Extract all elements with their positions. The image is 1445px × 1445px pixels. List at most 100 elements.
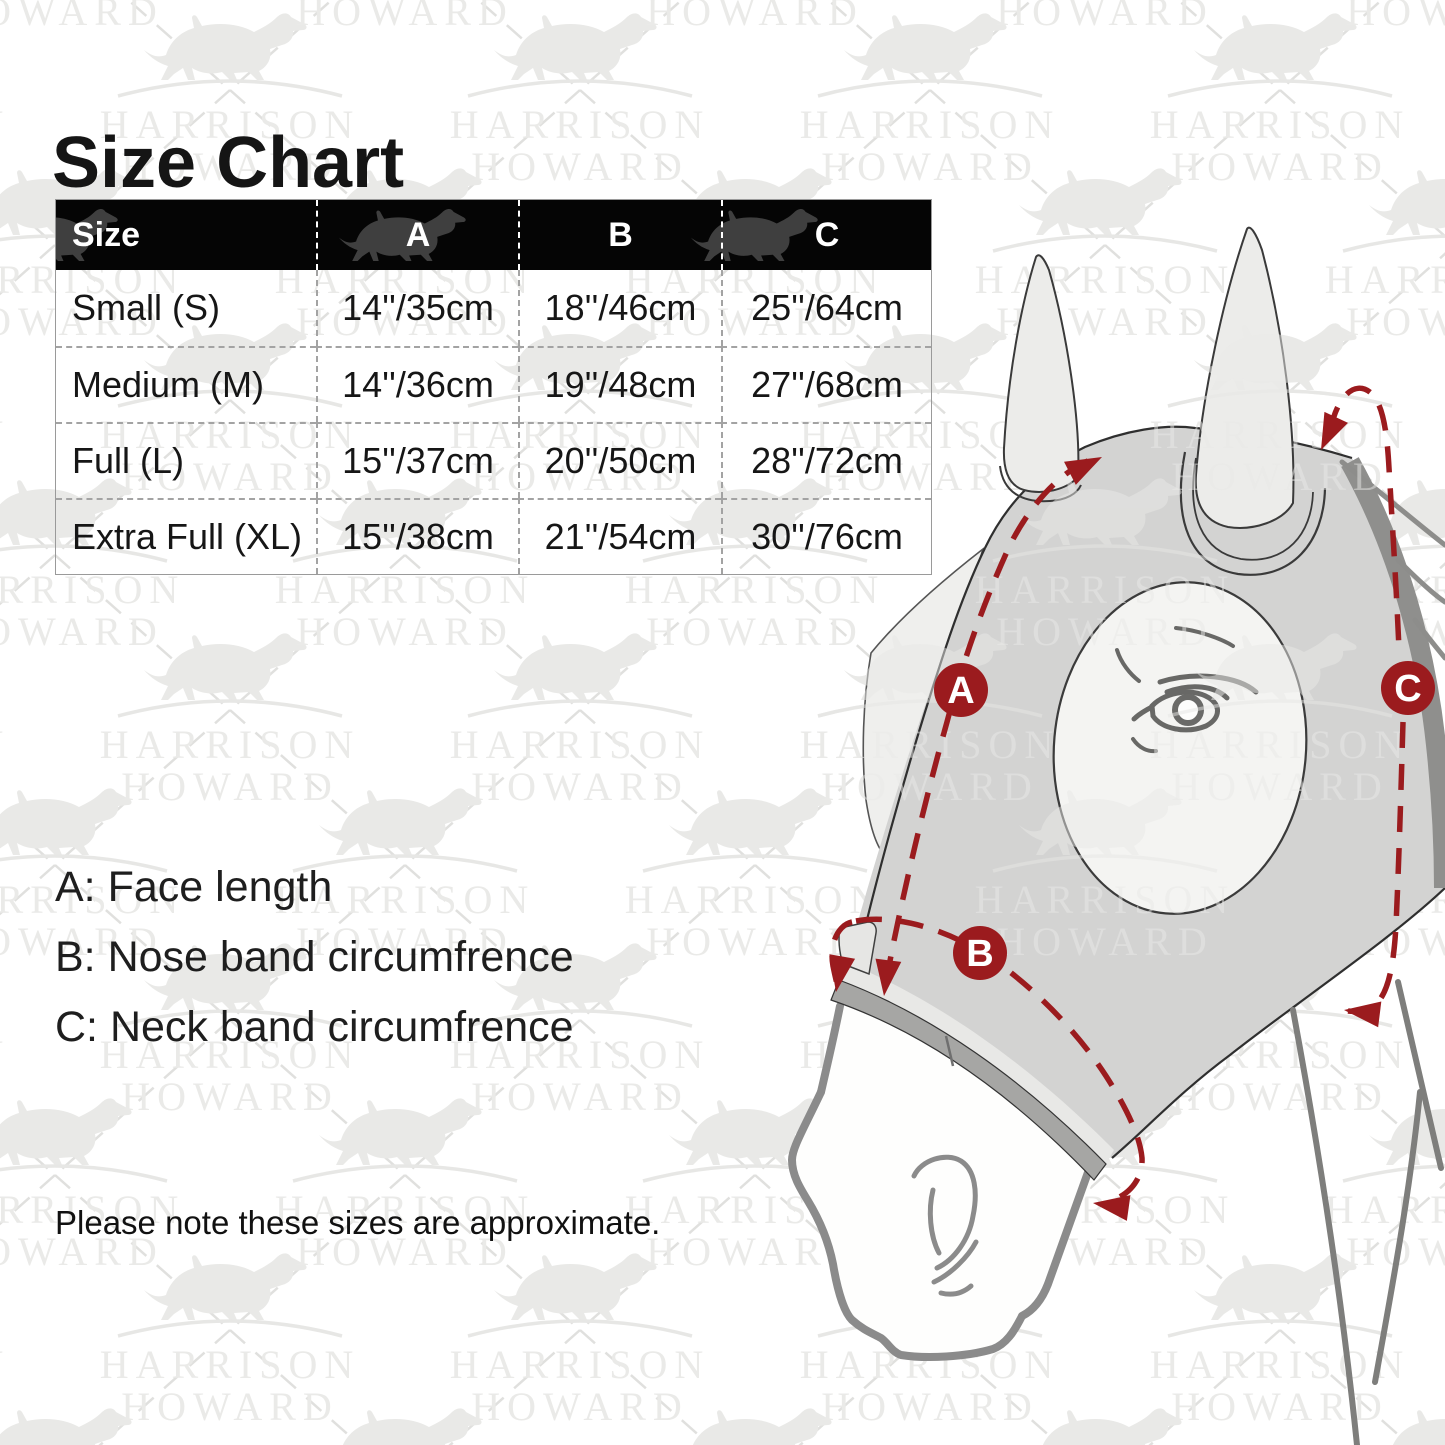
horse-logo-icon (844, 633, 1007, 700)
watermark-line1: HARRISON (1325, 1187, 1445, 1232)
watermark-dash-line (579, 89, 756, 246)
table-cell: 21''/54cm (518, 498, 721, 574)
watermark-line1: HARRISON (1325, 567, 1445, 612)
watermark: HARRISON HOWARD (975, 1098, 1228, 1274)
watermark-line1: HARRISON (0, 1342, 10, 1387)
legend-item-a: A: Face length (55, 863, 333, 911)
watermark-line1: HARRISON (100, 102, 360, 147)
horse-logo-icon (0, 1408, 132, 1445)
watermark-line2: HOWARD (1171, 764, 1389, 809)
watermark-line2: HOWARD (0, 609, 164, 654)
watermark-dash-line (0, 244, 56, 296)
watermark-line2: HOWARD (821, 1074, 1039, 1119)
horse-logo-icon (494, 633, 657, 700)
header-cell-size: Size (72, 215, 141, 254)
watermark-line1: HARRISON (0, 877, 185, 922)
watermark-line2: HOWARD (1346, 609, 1445, 654)
table-cell: 27''/68cm (721, 346, 931, 422)
table-cell: Medium (M) (56, 346, 316, 422)
table-cell: 30''/76cm (721, 498, 931, 574)
horse-logo-icon (844, 323, 1007, 390)
watermark-arc (0, 854, 168, 873)
watermark-dash-line (229, 1174, 406, 1331)
watermark-dash-line (229, 0, 334, 91)
watermark: HARRISON HOWARD (275, 788, 528, 964)
watermark-line2: HOWARD (996, 919, 1214, 964)
watermark-dash-line (0, 554, 56, 606)
watermark: HARRISON HOWARD (1325, 480, 1445, 654)
watermark-line1: HARRISON (975, 257, 1235, 302)
watermark: HARRISON HOWARD (0, 1408, 132, 1445)
horse-logo-icon (319, 1408, 482, 1445)
watermark-arc (642, 854, 868, 873)
watermark-arc (467, 1319, 693, 1338)
watermark-line1: HARRISON (450, 722, 710, 767)
watermark: HARRISON HOWARD (100, 633, 353, 809)
watermark-line1: HARRISON (975, 567, 1235, 612)
watermark-line2: HOWARD (471, 764, 689, 809)
watermark-arc (1342, 544, 1445, 563)
horse-logo-icon (494, 13, 657, 80)
watermark-line1: HARRISON (625, 877, 885, 922)
header-cell-a: A (316, 200, 518, 270)
watermark-line2: HOWARD (1171, 144, 1389, 189)
watermark-line1: HARRISON (450, 1032, 710, 1077)
watermark-line2: HOWARD (1171, 1384, 1389, 1429)
watermark: HARRISON HOWARD (275, 478, 528, 654)
horse-logo-icon (1194, 1253, 1357, 1320)
table-cell: 28''/72cm (721, 422, 931, 498)
watermark-arc (817, 1009, 1043, 1028)
table-cell: Small (S) (72, 287, 221, 328)
table-cell: Full (L) (56, 422, 316, 498)
watermark-line2: HOWARD (296, 609, 514, 654)
table-row: Extra Full (XL) 15''/38cm 21''/54cm 30''… (56, 498, 931, 574)
watermark-line2: HOWARD (646, 609, 864, 654)
watermark: HARRISON HOWARD (450, 323, 703, 499)
watermark: HARRISON HOWARD (1150, 1253, 1403, 1429)
watermark: HARRISON HOWARD (0, 412, 3, 457)
watermark-line1: HARRISON (800, 1032, 1060, 1077)
watermark-arc (817, 699, 1043, 718)
horse-logo-icon (494, 323, 657, 390)
watermark-arc (1167, 1009, 1393, 1028)
watermark-dash-line (404, 1174, 581, 1331)
watermark: HARRISON HOWARD (0, 102, 3, 147)
watermark-line1: HARRISON (450, 1342, 710, 1387)
horse-logo-icon (319, 788, 482, 855)
watermark-line2: HOWARD (296, 0, 514, 34)
watermark-line2: HOWARD (996, 299, 1214, 344)
watermark-line2: HOWARD (0, 1229, 164, 1274)
watermark: HARRISON HOWARD (1325, 170, 1445, 344)
watermark: HARRISON HOWARD (646, 0, 857, 34)
watermark-dash-line (229, 1019, 406, 1176)
watermark-line2: HOWARD (1346, 299, 1445, 344)
watermark-arc (992, 854, 1218, 873)
watermark-dash-line (929, 0, 1034, 91)
watermark-dash-line (754, 244, 931, 401)
watermark-line1: HARRISON (450, 102, 710, 147)
watermark-line2: HOWARD (121, 454, 339, 499)
watermark-line2: HOWARD (646, 919, 864, 964)
watermark-dash-line (929, 89, 1106, 246)
horse-logo-icon (144, 633, 307, 700)
watermark-dash-line (54, 709, 231, 866)
table-row: Small (S) 14''/35cm 18''/46cm 25''/64cm (56, 270, 931, 346)
watermark-arc (817, 1319, 1043, 1338)
watermark-line1: HARRISON (1150, 1032, 1410, 1077)
watermark: HARRISON HOWARD (0, 788, 185, 964)
horse-logo-icon (844, 1253, 1007, 1320)
watermark: HARRISON HOWARD (1150, 323, 1410, 499)
watermark: HARRISON HOWARD (0, 1098, 178, 1274)
table-cell: 18''/46cm (518, 270, 721, 346)
watermark-line2: HOWARD (1346, 1229, 1445, 1274)
watermark-line2: HOWARD (121, 144, 339, 189)
watermark-arc (117, 1319, 343, 1338)
table-cell: 15''/37cm (316, 422, 518, 498)
table-cell: 20''/50cm (518, 422, 721, 498)
watermark-line1: HARRISON (1150, 412, 1410, 457)
watermark: HARRISON HOWARD (296, 0, 514, 34)
watermark-dash-line (126, 0, 231, 91)
legend-item-b: B: Nose band circumfrence (55, 933, 574, 981)
watermark-line1: HARRISON (975, 877, 1235, 922)
horse-logo-icon (1194, 323, 1357, 390)
